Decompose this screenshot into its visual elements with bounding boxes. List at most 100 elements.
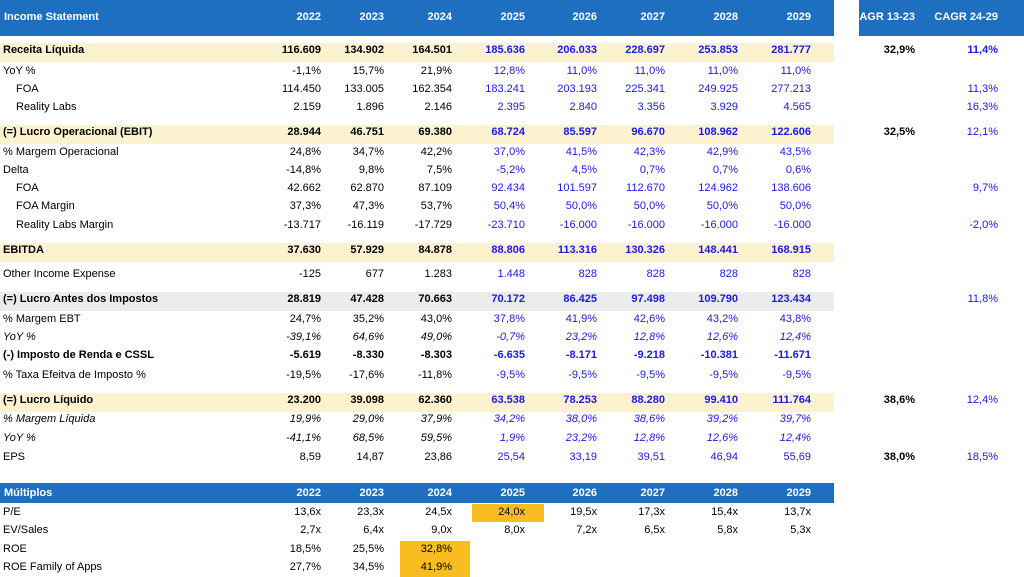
table-cell: -8.171 xyxy=(565,349,597,361)
table-cell: -16.119 xyxy=(347,219,385,231)
table-cell: 12,8% xyxy=(633,432,665,444)
table-cell: 88.280 xyxy=(631,394,665,406)
table-cell: -11,8% xyxy=(417,369,452,381)
multiple-cell: 7,2x xyxy=(576,524,597,536)
table-cell: 47.428 xyxy=(350,293,384,305)
multiple-cell: 24,0x xyxy=(498,506,525,518)
highlight-row xyxy=(0,43,834,62)
cagr-24-29-value: 11,3% xyxy=(967,83,998,95)
income-statement-title: Income Statement xyxy=(4,11,99,23)
table-cell: -125 xyxy=(298,268,321,280)
table-cell: 85.597 xyxy=(563,126,597,138)
table-cell: 50,0% xyxy=(706,200,738,212)
year-header: 2025 xyxy=(500,487,525,499)
table-cell: 113.316 xyxy=(557,244,597,256)
table-cell: 1,9% xyxy=(499,432,525,444)
table-cell: 11,0% xyxy=(780,65,811,77)
row-label: Delta xyxy=(3,164,29,176)
table-cell: 37,3% xyxy=(289,200,321,212)
multiple-cell: 17,3x xyxy=(638,506,665,518)
table-cell: 34,7% xyxy=(352,146,384,158)
table-cell: 2.840 xyxy=(569,101,597,113)
table-cell: 116.609 xyxy=(281,44,321,56)
table-cell: -9,5% xyxy=(496,369,525,381)
highlight-row xyxy=(0,393,834,412)
table-cell: 828 xyxy=(578,268,597,280)
table-cell: 162.354 xyxy=(412,83,452,95)
table-cell: 3.929 xyxy=(710,101,738,113)
table-cell: 8,59 xyxy=(299,451,321,463)
table-cell: 111.764 xyxy=(772,394,811,406)
table-cell: 33,19 xyxy=(569,451,597,463)
table-cell: -17,6% xyxy=(349,369,384,381)
table-cell: -14,8% xyxy=(286,164,321,176)
table-cell: 70.663 xyxy=(418,293,452,305)
table-cell: 12,4% xyxy=(779,331,811,343)
table-cell: -9,5% xyxy=(568,369,597,381)
table-cell: 677 xyxy=(365,268,384,280)
table-cell: 2.395 xyxy=(497,101,525,113)
table-cell: 206.033 xyxy=(557,44,597,56)
table-cell: 43,0% xyxy=(420,313,452,325)
table-cell: 39,2% xyxy=(706,413,738,425)
multiple-cell: 5,8x xyxy=(717,524,738,536)
table-cell: 38,6% xyxy=(633,413,665,425)
table-cell: 46.751 xyxy=(350,126,384,138)
multiple-cell: 8,0x xyxy=(504,524,525,536)
row-label: % Margem Líquida xyxy=(3,413,96,425)
table-cell: 43,5% xyxy=(779,146,811,158)
table-cell: 42,9% xyxy=(706,146,738,158)
cagr-24-29-value: 12,1% xyxy=(966,126,998,138)
row-label: YoY % xyxy=(3,432,36,444)
table-cell: -9,5% xyxy=(636,369,665,381)
income-statement-header xyxy=(0,0,834,36)
year-header: 2026 xyxy=(572,11,597,23)
multiple-cell: 5,3x xyxy=(790,524,811,536)
multiple-cell: 6,4x xyxy=(363,524,384,536)
table-cell: -9.218 xyxy=(633,349,665,361)
table-cell: 28.819 xyxy=(287,293,321,305)
table-cell: 42.662 xyxy=(287,182,321,194)
table-cell: 21,9% xyxy=(420,65,452,77)
table-cell: 35,2% xyxy=(352,313,384,325)
table-cell: 183.241 xyxy=(485,83,525,95)
table-cell: 24,7% xyxy=(289,313,321,325)
cagr-24-29-value: 18,5% xyxy=(966,451,998,463)
table-cell: 124.962 xyxy=(698,182,738,194)
multiple-cell: 41,9% xyxy=(420,561,452,573)
row-label: EPS xyxy=(3,451,26,463)
table-cell: 185.636 xyxy=(485,44,525,56)
table-cell: -0,7% xyxy=(496,331,525,343)
cagr-13-23-value: 38,6% xyxy=(883,394,915,406)
table-cell: 28.944 xyxy=(287,126,321,138)
table-cell: 11,0% xyxy=(566,65,597,77)
table-cell: 49,0% xyxy=(420,331,452,343)
table-cell: 63.538 xyxy=(491,394,525,406)
table-cell: -5.619 xyxy=(289,349,321,361)
row-label: FOA xyxy=(16,182,39,194)
multiple-cell: 13,7x xyxy=(784,506,811,518)
cagr-header-2: CAGR 24-29 xyxy=(934,11,998,23)
table-cell: 24,8% xyxy=(289,146,321,158)
table-cell: 59,5% xyxy=(420,432,452,444)
table-cell: 228.697 xyxy=(625,44,665,56)
row-label: YoY % xyxy=(3,331,36,343)
row-label: (=) Lucro Operacional (EBIT) xyxy=(3,126,153,138)
table-cell: 42,6% xyxy=(633,313,665,325)
table-cell: 55,69 xyxy=(783,451,811,463)
table-cell: -9,5% xyxy=(709,369,738,381)
table-cell: -16.000 xyxy=(627,219,665,231)
cagr-24-29-value: 9,7% xyxy=(972,182,998,194)
table-cell: 12,8% xyxy=(633,331,665,343)
table-cell: 19,9% xyxy=(289,413,321,425)
row-label: % Margem Operacional xyxy=(3,146,119,158)
year-header: 2022 xyxy=(296,11,321,23)
table-cell: 50,0% xyxy=(633,200,665,212)
table-cell: 50,0% xyxy=(779,200,811,212)
table-cell: 138.606 xyxy=(771,182,811,194)
row-label: FOA Margin xyxy=(16,200,75,212)
table-cell: 53,7% xyxy=(420,200,452,212)
table-cell: 0,7% xyxy=(639,164,665,176)
table-cell: 109.790 xyxy=(698,293,738,305)
table-cell: 23,2% xyxy=(565,331,597,343)
